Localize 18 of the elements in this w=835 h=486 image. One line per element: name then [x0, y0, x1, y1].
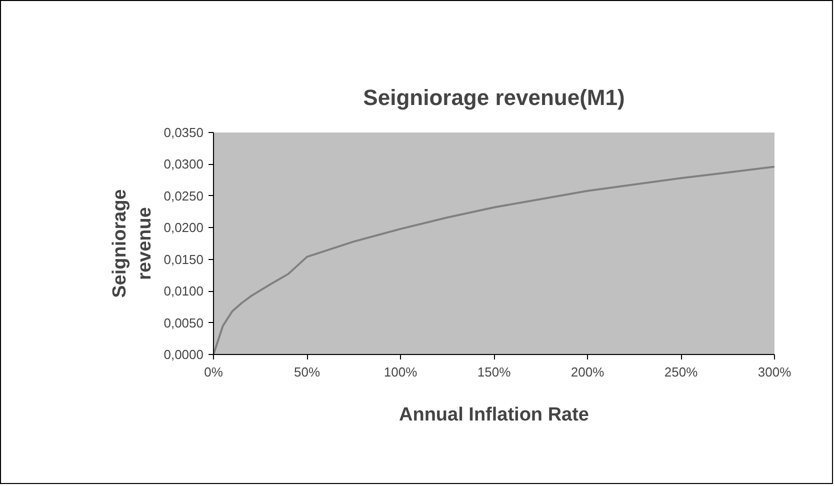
x-tick-label: 250% — [664, 364, 698, 380]
x-tick-label: 300% — [758, 364, 792, 380]
x-tick-label: 200% — [570, 364, 605, 380]
y-tick-label: 0,0100 — [164, 284, 204, 299]
x-tick-label: 50% — [294, 364, 320, 380]
chart-title: Seigniorage revenue(M1) — [363, 85, 625, 110]
y-tick-label: 0,0150 — [164, 252, 204, 267]
y-tick-label: 0,0050 — [164, 315, 204, 330]
y-tick-label: 0,0350 — [164, 125, 204, 140]
x-tick-label: 0% — [204, 364, 224, 380]
x-tick-label: 100% — [384, 364, 418, 380]
y-axis-title: Seigniorage revenue — [110, 189, 156, 298]
y-tick-label: 0,0200 — [164, 220, 204, 236]
x-tick-label: 150% — [477, 364, 512, 380]
y-tick-label: 0,0250 — [164, 188, 204, 204]
x-axis-title: Annual Inflation Rate — [399, 404, 589, 426]
y-tick-label: 0,0300 — [164, 156, 204, 172]
y-tick-label: 0,0000 — [164, 347, 204, 362]
